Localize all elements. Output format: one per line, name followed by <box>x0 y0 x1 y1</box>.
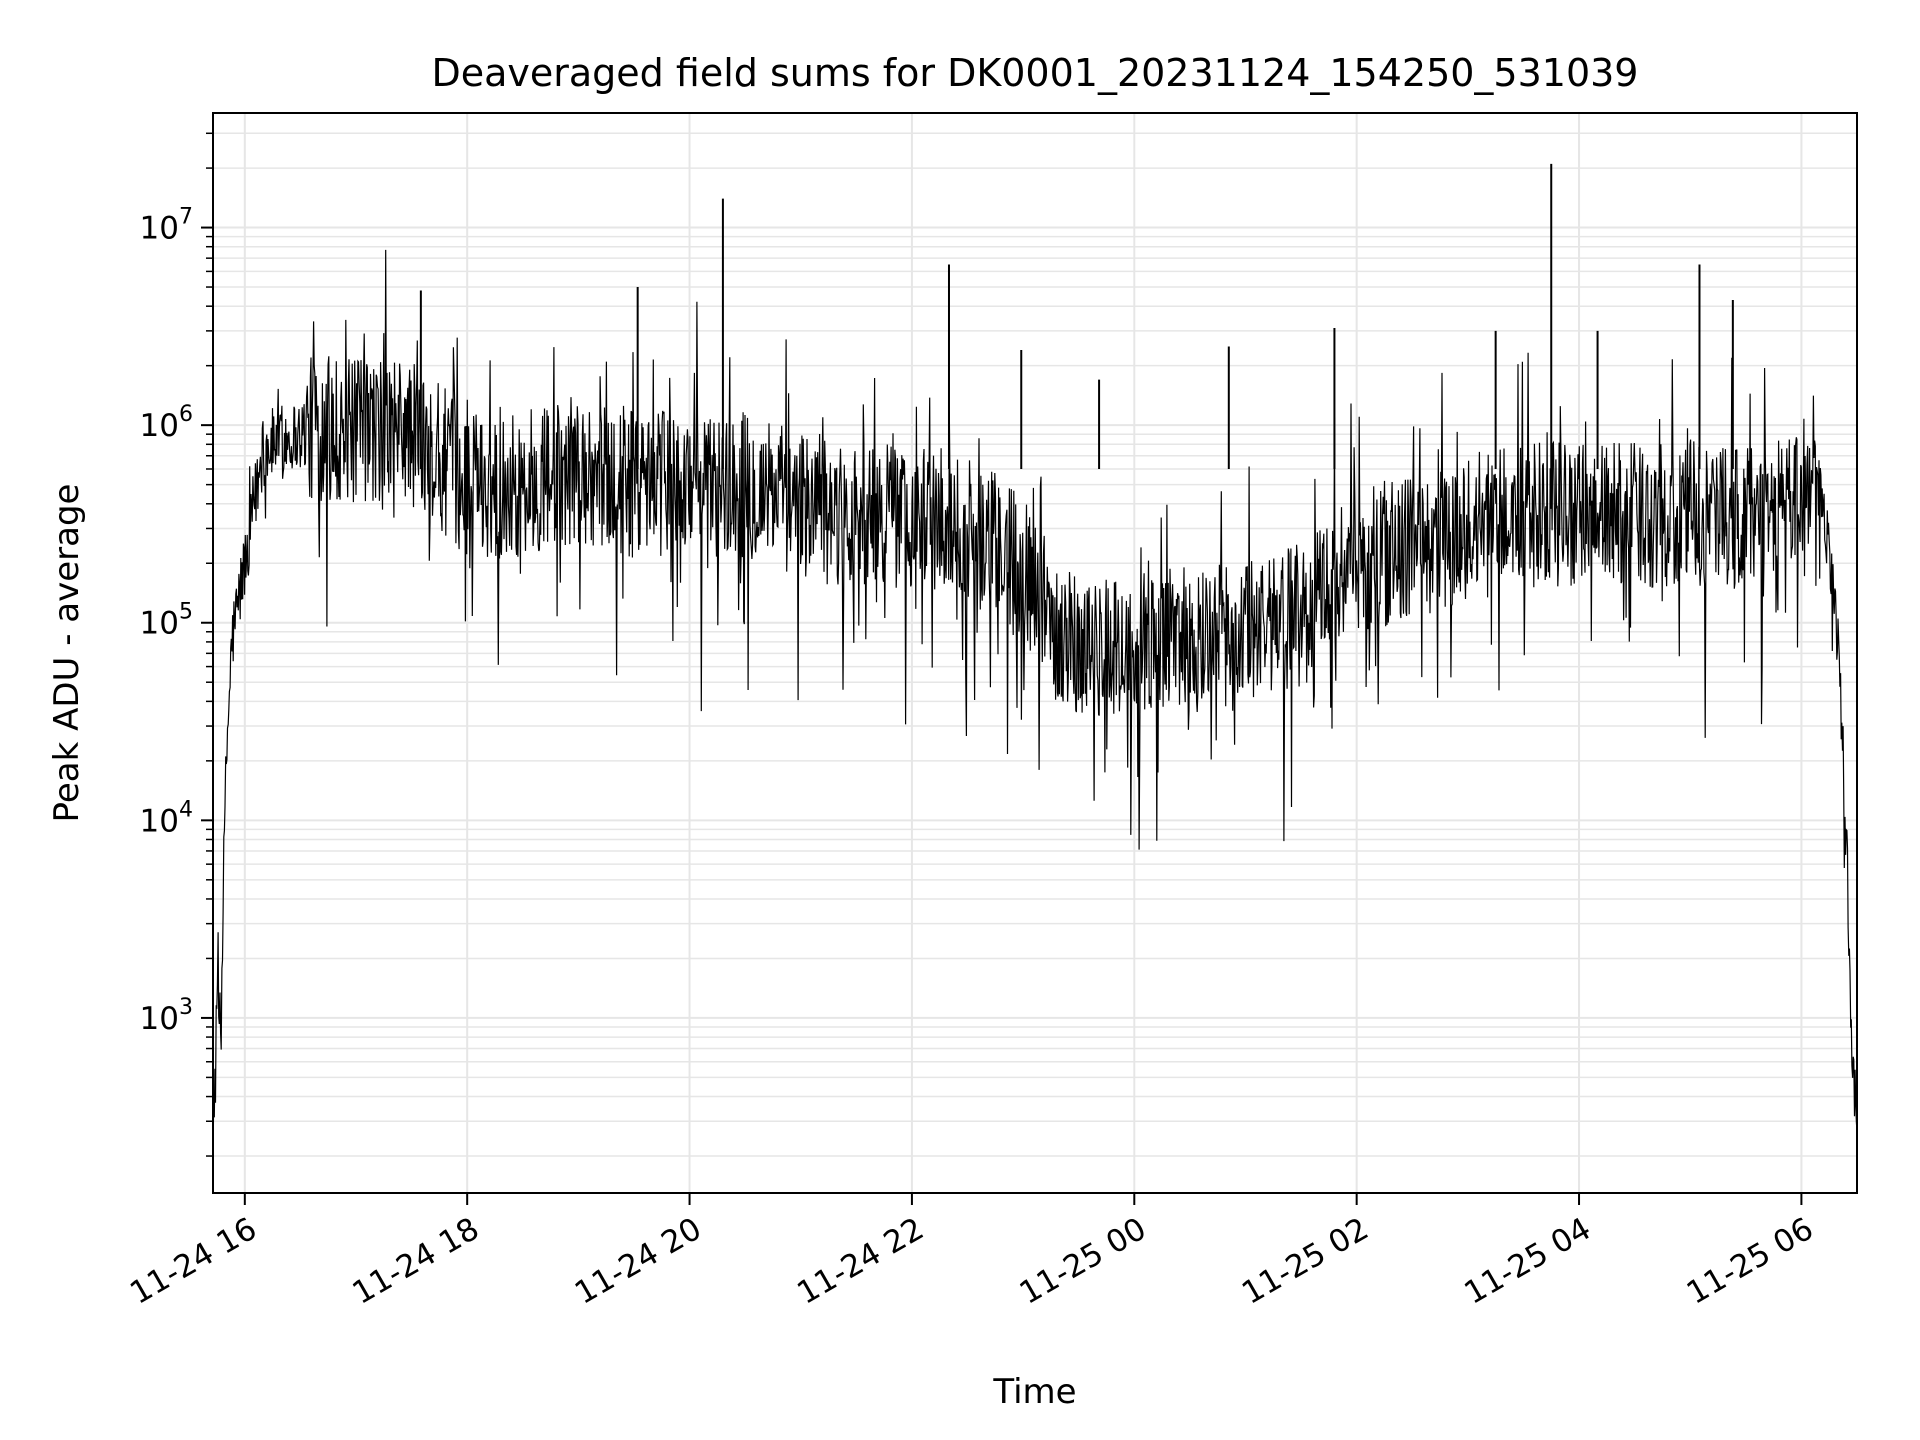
chart-title: Deaveraged field sums for DK0001_2023112… <box>431 51 1638 95</box>
x-axis-label: Time <box>992 1372 1076 1412</box>
y-axis-label: Peak ADU - average <box>47 484 87 823</box>
series-line <box>212 249 1858 1188</box>
y-tick-label: 106 <box>140 402 193 444</box>
y-tick-label: 103 <box>140 995 193 1037</box>
y-tick-label: 107 <box>140 205 193 247</box>
data-layer <box>212 163 1858 1188</box>
y-tick-label: 104 <box>140 797 193 839</box>
y-tick-label: 105 <box>140 600 193 642</box>
